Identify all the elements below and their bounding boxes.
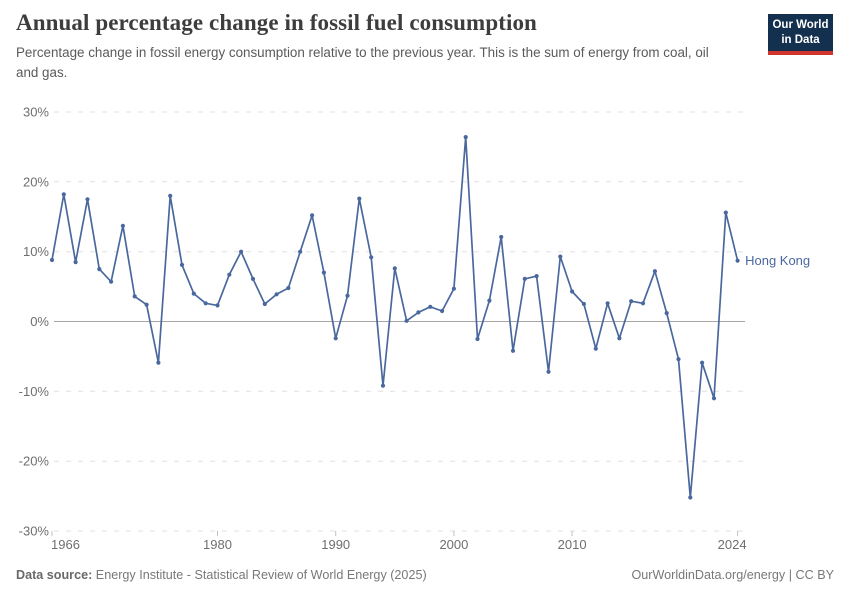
data-point-marker (298, 249, 303, 254)
x-axis-tick-label: 1980 (203, 537, 232, 552)
data-point-marker (558, 254, 563, 259)
data-point-marker (274, 292, 279, 297)
data-source-label: Data source: (16, 568, 93, 582)
x-axis-tick-label: 1966 (51, 537, 80, 552)
data-point-marker (534, 274, 539, 279)
data-point-marker (191, 291, 196, 296)
data-point-marker (250, 276, 256, 281)
data-point-marker (109, 279, 114, 284)
data-point-marker (380, 383, 386, 388)
data-source-text: Energy Institute - Statistical Review of… (95, 568, 427, 582)
x-axis-tick-label: 1990 (321, 537, 350, 552)
data-point-marker (239, 249, 244, 254)
data-point-marker (85, 197, 90, 202)
data-point-marker (499, 234, 504, 240)
data-point-marker (640, 301, 646, 306)
data-point-marker (310, 213, 315, 218)
y-axis-tick-label: 20% (23, 174, 49, 189)
data-point-marker (179, 262, 185, 267)
data-point-marker (227, 272, 232, 277)
series-label-hong-kong: Hong Kong (745, 253, 810, 268)
data-point-marker (215, 303, 220, 308)
data-point-marker (61, 192, 66, 197)
data-point-marker (333, 336, 338, 341)
data-point-marker (522, 276, 527, 281)
data-point-marker (203, 301, 208, 306)
data-point-marker (369, 255, 374, 260)
page-title: Annual percentage change in fossil fuel … (16, 10, 537, 35)
data-point-marker (156, 360, 161, 365)
data-point-marker (144, 302, 149, 307)
data-point-marker (664, 311, 669, 316)
y-axis-tick-label: 0% (30, 314, 49, 329)
data-point-marker (168, 193, 173, 198)
owid-logo[interactable]: Our World in Data (768, 14, 833, 55)
data-source: Data source: Energy Institute - Statisti… (16, 568, 427, 582)
gridlines (54, 111, 745, 532)
data-point-marker (97, 267, 102, 272)
data-point-marker (416, 310, 421, 315)
data-point-marker (688, 495, 693, 500)
data-point-marker (723, 210, 728, 215)
data-point-marker (321, 270, 326, 275)
data-point-marker (440, 308, 445, 314)
data-point-marker (262, 301, 267, 307)
data-point-marker (617, 336, 622, 341)
data-point-marker (711, 396, 717, 401)
series-hong-kong (49, 135, 740, 500)
data-point-marker (345, 293, 350, 298)
y-axis-tick-label: 30% (23, 105, 49, 120)
data-point-marker (700, 360, 705, 365)
y-axis-tick-label: -30% (19, 524, 50, 539)
data-line (51, 136, 739, 499)
data-point-marker (451, 286, 456, 291)
y-axis-tick-label: -20% (19, 454, 50, 469)
footer-license-link[interactable]: OurWorldinData.org/energy | CC BY (631, 568, 834, 582)
data-point-marker (510, 348, 516, 353)
data-point-marker (593, 346, 598, 351)
owid-logo-line1: Our World (772, 18, 829, 31)
data-point-marker (475, 336, 480, 342)
data-point-marker (286, 285, 291, 291)
page-subtitle: Percentage change in fossil energy consu… (16, 45, 709, 81)
data-point-marker (735, 258, 740, 263)
data-point-marker (392, 266, 397, 271)
data-point-marker (428, 304, 433, 309)
data-point-marker (581, 301, 587, 307)
chart-footer: Data source: Energy Institute - Statisti… (16, 568, 834, 582)
data-point-marker (676, 357, 681, 362)
data-point-marker (605, 301, 610, 306)
x-axis-tick-label: 2010 (558, 537, 587, 552)
y-axis-tick-label: -10% (19, 384, 50, 399)
axis-labels: 30% 20% 10% 0% -10% -20% -30%1966 1980 1990 2000 2… (19, 105, 747, 553)
x-axis-tick-label: 2024 (718, 537, 747, 552)
data-point-marker (487, 298, 492, 303)
data-point-marker (404, 318, 409, 323)
data-point-marker (132, 294, 137, 299)
data-point-marker (546, 369, 551, 374)
data-point-marker (73, 260, 78, 265)
data-point-marker (629, 299, 634, 304)
owid-logo-line2: in Data (781, 33, 820, 46)
data-point-marker (357, 196, 362, 201)
x-axis-tick-label: 2000 (439, 537, 468, 552)
data-point-marker (463, 135, 468, 140)
data-point-marker (652, 269, 658, 274)
data-point-marker (49, 257, 55, 263)
data-point-marker (570, 289, 575, 294)
chart-header: Annual percentage change in fossil fuel … (16, 10, 756, 83)
data-point-marker (120, 223, 125, 228)
y-axis-tick-label: 10% (23, 244, 49, 259)
